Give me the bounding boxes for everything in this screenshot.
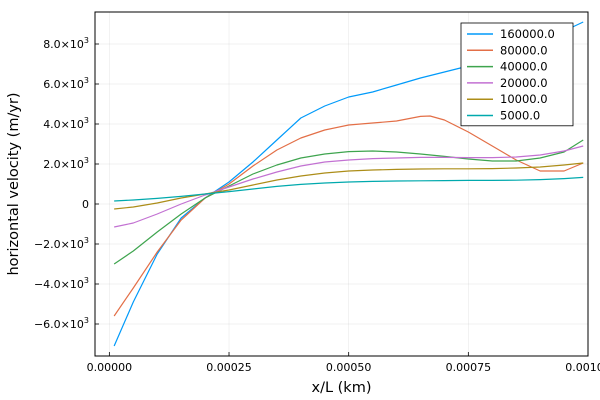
series-line-5 — [114, 176, 584, 202]
legend-label: 20000.0 — [500, 76, 548, 90]
legend-box — [460, 22, 574, 127]
series-line-2 — [113, 139, 584, 265]
x-axis-label: x/L (km) — [312, 380, 372, 396]
x-axis-ticks: 0.00000 0.00025 0.00050 0.00075 0.00100 — [87, 352, 600, 374]
x-tick-label: 0.00000 — [87, 361, 133, 374]
x-tick-label: 0.00050 — [326, 361, 372, 374]
y-tick-label: −6.0×103 — [34, 316, 89, 331]
x-tick-label: 0.00100 — [565, 361, 600, 374]
series-line-3 — [114, 145, 584, 228]
y-tick-label: 4.0×103 — [43, 116, 89, 131]
legend-label: 160000.0 — [500, 27, 555, 41]
y-axis-ticks: −6.0×103 −4.0×103 −2.0×103 0 2.0×103 4.0×103 6… — [34, 36, 99, 331]
y-tick-label: −2.0×103 — [34, 236, 89, 251]
legend-label: 10000.0 — [500, 92, 548, 106]
y-axis-label: horizontal velocity (m/yr) — [6, 92, 22, 275]
y-tick-label: −4.0×103 — [34, 276, 89, 291]
x-tick-label: 0.00025 — [206, 361, 252, 374]
series-line-1 — [113, 115, 584, 317]
legend: 160000.0 80000.0 40000.0 20000.0 10000.0 5000… — [460, 22, 574, 127]
x-tick-label: 0.00075 — [446, 361, 492, 374]
plot-frame — [94, 11, 589, 357]
legend-label: 80000.0 — [500, 43, 548, 57]
legend-label: 40000.0 — [500, 60, 548, 74]
legend-label: 5000.0 — [500, 109, 540, 123]
y-tick-label: 8.0×103 — [43, 36, 89, 51]
y-tick-label: 0 — [82, 198, 89, 211]
y-tick-label: 2.0×103 — [43, 156, 89, 171]
y-tick-label: 6.0×103 — [43, 76, 89, 91]
series-line-4 — [114, 162, 584, 210]
